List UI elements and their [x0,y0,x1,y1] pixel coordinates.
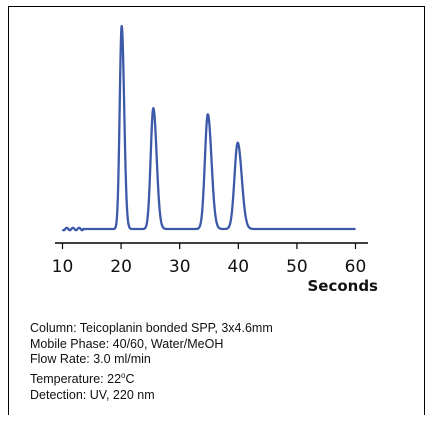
detection-info: Detection: UV, 220 nm [30,387,155,402]
x-tick-label-40: 40 [227,257,249,277]
chromatogram-trace [61,24,357,232]
x-tick-label-30: 30 [169,257,191,277]
column-info: Column: Teicoplanin bonded SPP, 3x4.6mm [30,321,273,335]
mobile-phase-info: Mobile Phase: 40/60, Water/MeOH [30,336,224,351]
x-axis-ticks [61,243,357,249]
temperature-info: Temperature: 22oC [30,370,135,386]
x-axis-tick-labels: 10 20 30 40 50 60 [52,257,367,277]
x-axis-title: Seconds [307,277,378,295]
x-tick-label-10: 10 [52,257,74,277]
x-tick-label-50: 50 [286,257,308,277]
x-tick-label-20: 20 [110,257,132,277]
x-tick-label-60: 60 [345,257,367,277]
flow-rate-info: Flow Rate: 3.0 ml/min [30,352,151,367]
experimental-conditions: Column: Teicoplanin bonded SPP, 3x4.6mm … [30,321,273,403]
figure-frame [8,6,425,415]
